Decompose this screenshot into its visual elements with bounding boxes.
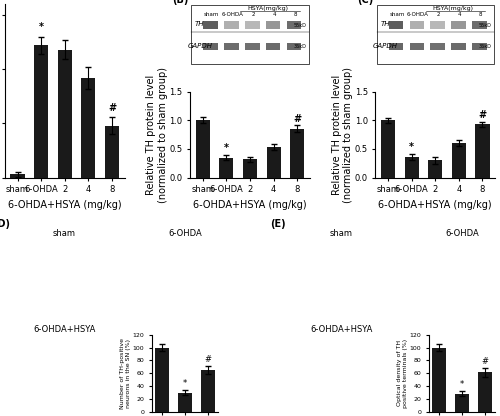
Text: 36kD: 36kD — [294, 44, 306, 49]
Text: sham: sham — [204, 12, 220, 17]
Text: HSYA(mg/kg): HSYA(mg/kg) — [432, 6, 474, 11]
Text: #: # — [478, 110, 486, 120]
Text: 2: 2 — [252, 12, 256, 17]
Bar — [204, 21, 218, 29]
Bar — [428, 161, 442, 178]
Bar — [266, 147, 280, 178]
Text: (D): (D) — [0, 219, 10, 229]
Bar — [220, 158, 234, 178]
Y-axis label: Number of TH-positive
neurons in the SN (%): Number of TH-positive neurons in the SN … — [120, 338, 131, 409]
Bar — [58, 50, 72, 178]
Bar — [410, 21, 424, 29]
Text: TH: TH — [195, 22, 204, 27]
Bar — [155, 348, 169, 412]
Text: *: * — [224, 143, 229, 153]
Text: 8: 8 — [294, 12, 297, 17]
Text: 4: 4 — [458, 12, 462, 17]
Bar — [455, 394, 469, 412]
Bar — [266, 43, 280, 50]
Bar — [381, 120, 395, 178]
Bar — [105, 126, 119, 178]
Bar — [472, 21, 486, 29]
Text: *: * — [183, 379, 187, 388]
X-axis label: 6-OHDA+HSYA (mg/kg): 6-OHDA+HSYA (mg/kg) — [193, 200, 307, 210]
Title: 6-OHDA: 6-OHDA — [445, 228, 479, 238]
Text: 8: 8 — [479, 12, 482, 17]
Text: *: * — [460, 380, 464, 389]
Bar — [224, 43, 238, 50]
Text: *: * — [38, 22, 44, 32]
Text: sham: sham — [390, 12, 404, 17]
Bar — [245, 43, 260, 50]
Bar — [478, 372, 492, 412]
Text: 55kD: 55kD — [478, 22, 492, 27]
Bar — [388, 43, 403, 50]
Bar — [472, 43, 486, 50]
Title: 6-OHDA+HSYA: 6-OHDA+HSYA — [34, 325, 96, 334]
Text: 2: 2 — [437, 12, 440, 17]
Title: 6-OHDA+HSYA: 6-OHDA+HSYA — [310, 325, 372, 334]
Text: #: # — [293, 114, 302, 124]
Bar — [196, 120, 210, 178]
X-axis label: 6-OHDA+HSYA (mg/kg): 6-OHDA+HSYA (mg/kg) — [8, 200, 121, 210]
Text: GAPDH: GAPDH — [372, 43, 398, 49]
X-axis label: 6-OHDA+HSYA (mg/kg): 6-OHDA+HSYA (mg/kg) — [378, 200, 492, 210]
Text: (B): (B) — [172, 0, 188, 5]
Bar — [432, 348, 446, 412]
Bar — [245, 21, 260, 29]
Text: #: # — [204, 355, 212, 364]
Bar — [224, 21, 238, 29]
Bar — [290, 129, 304, 178]
Title: sham: sham — [53, 228, 76, 238]
Bar — [10, 174, 24, 178]
Bar — [430, 43, 445, 50]
Y-axis label: Optical density of TH
positive terminals (%): Optical density of TH positive terminals… — [398, 339, 408, 408]
Bar — [201, 370, 215, 412]
Text: 4: 4 — [273, 12, 276, 17]
Bar — [452, 143, 466, 178]
Bar — [430, 21, 445, 29]
Text: 6-OHDA: 6-OHDA — [222, 12, 244, 17]
Text: *: * — [409, 142, 414, 152]
Text: #: # — [108, 103, 116, 113]
Title: 6-OHDA: 6-OHDA — [168, 228, 202, 238]
Y-axis label: Relative TH protein level
(normalized to sham group): Relative TH protein level (normalized to… — [146, 67, 168, 203]
Bar — [452, 21, 466, 29]
Bar — [34, 45, 48, 178]
Y-axis label: Relative TH protein level
(normalized to sham group): Relative TH protein level (normalized to… — [332, 67, 353, 203]
Text: GAPDH: GAPDH — [188, 43, 212, 49]
Text: TH: TH — [380, 22, 390, 27]
Text: (E): (E) — [270, 219, 285, 229]
Bar — [287, 21, 302, 29]
Bar — [243, 159, 257, 178]
Text: 55kD: 55kD — [294, 22, 306, 27]
Bar — [388, 21, 403, 29]
Bar — [178, 393, 192, 412]
Text: #: # — [482, 357, 488, 366]
Bar — [476, 124, 490, 178]
Text: (C): (C) — [358, 0, 374, 5]
Text: 36kD: 36kD — [478, 44, 492, 49]
Bar — [266, 21, 280, 29]
Bar — [204, 43, 218, 50]
Bar — [404, 157, 418, 178]
Text: 6-OHDA: 6-OHDA — [407, 12, 429, 17]
Title: sham: sham — [330, 228, 353, 238]
Bar — [410, 43, 424, 50]
Bar — [287, 43, 302, 50]
Bar — [82, 78, 96, 178]
Bar — [452, 43, 466, 50]
Text: HSYA(mg/kg): HSYA(mg/kg) — [248, 6, 288, 11]
